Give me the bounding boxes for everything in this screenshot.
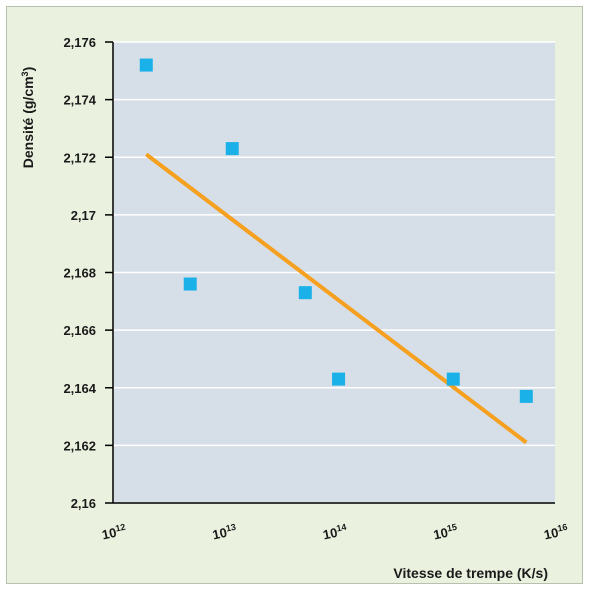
data-point (332, 372, 346, 386)
y-tick-label: 2,172 (63, 150, 96, 165)
data-point (519, 389, 533, 403)
grid-lines (113, 41, 555, 447)
trendline-layer (145, 152, 528, 445)
data-point (139, 58, 153, 72)
y-tick-label: 2,162 (63, 438, 96, 453)
x-tick-label: 1013 (211, 522, 238, 543)
x-tick-label: 1014 (321, 522, 348, 543)
y-tick-label: 2,16 (71, 496, 96, 511)
x-tick-label: 1016 (542, 522, 569, 543)
x-tick-label: 1015 (432, 522, 459, 543)
y-axis-title: Densité (g/cm3) (20, 67, 36, 169)
data-points (139, 58, 533, 403)
data-point (183, 277, 197, 291)
y-tick-label: 2,176 (63, 35, 96, 50)
x-tick-label: 1012 (100, 522, 127, 543)
data-point (225, 142, 239, 156)
y-tick-label: 2,17 (71, 208, 96, 223)
axes (105, 41, 555, 504)
y-tick-labels: 2,16 2,162 2,164 2,166 2,168 2,17 2,172 2,174 2,… (63, 35, 96, 511)
data-point (446, 372, 460, 386)
y-tick-label: 2,168 (63, 266, 96, 281)
y-tick-label: 2,174 (63, 93, 96, 108)
data-point (298, 286, 312, 300)
x-tick-labels: 1012 1013 1014 1015 1016 (100, 522, 569, 543)
x-axis-title: Vitesse de trempe (K/s) (393, 565, 548, 581)
y-tick-label: 2,164 (63, 381, 96, 396)
trend-line (145, 152, 528, 445)
y-tick-label: 2,166 (63, 323, 96, 338)
